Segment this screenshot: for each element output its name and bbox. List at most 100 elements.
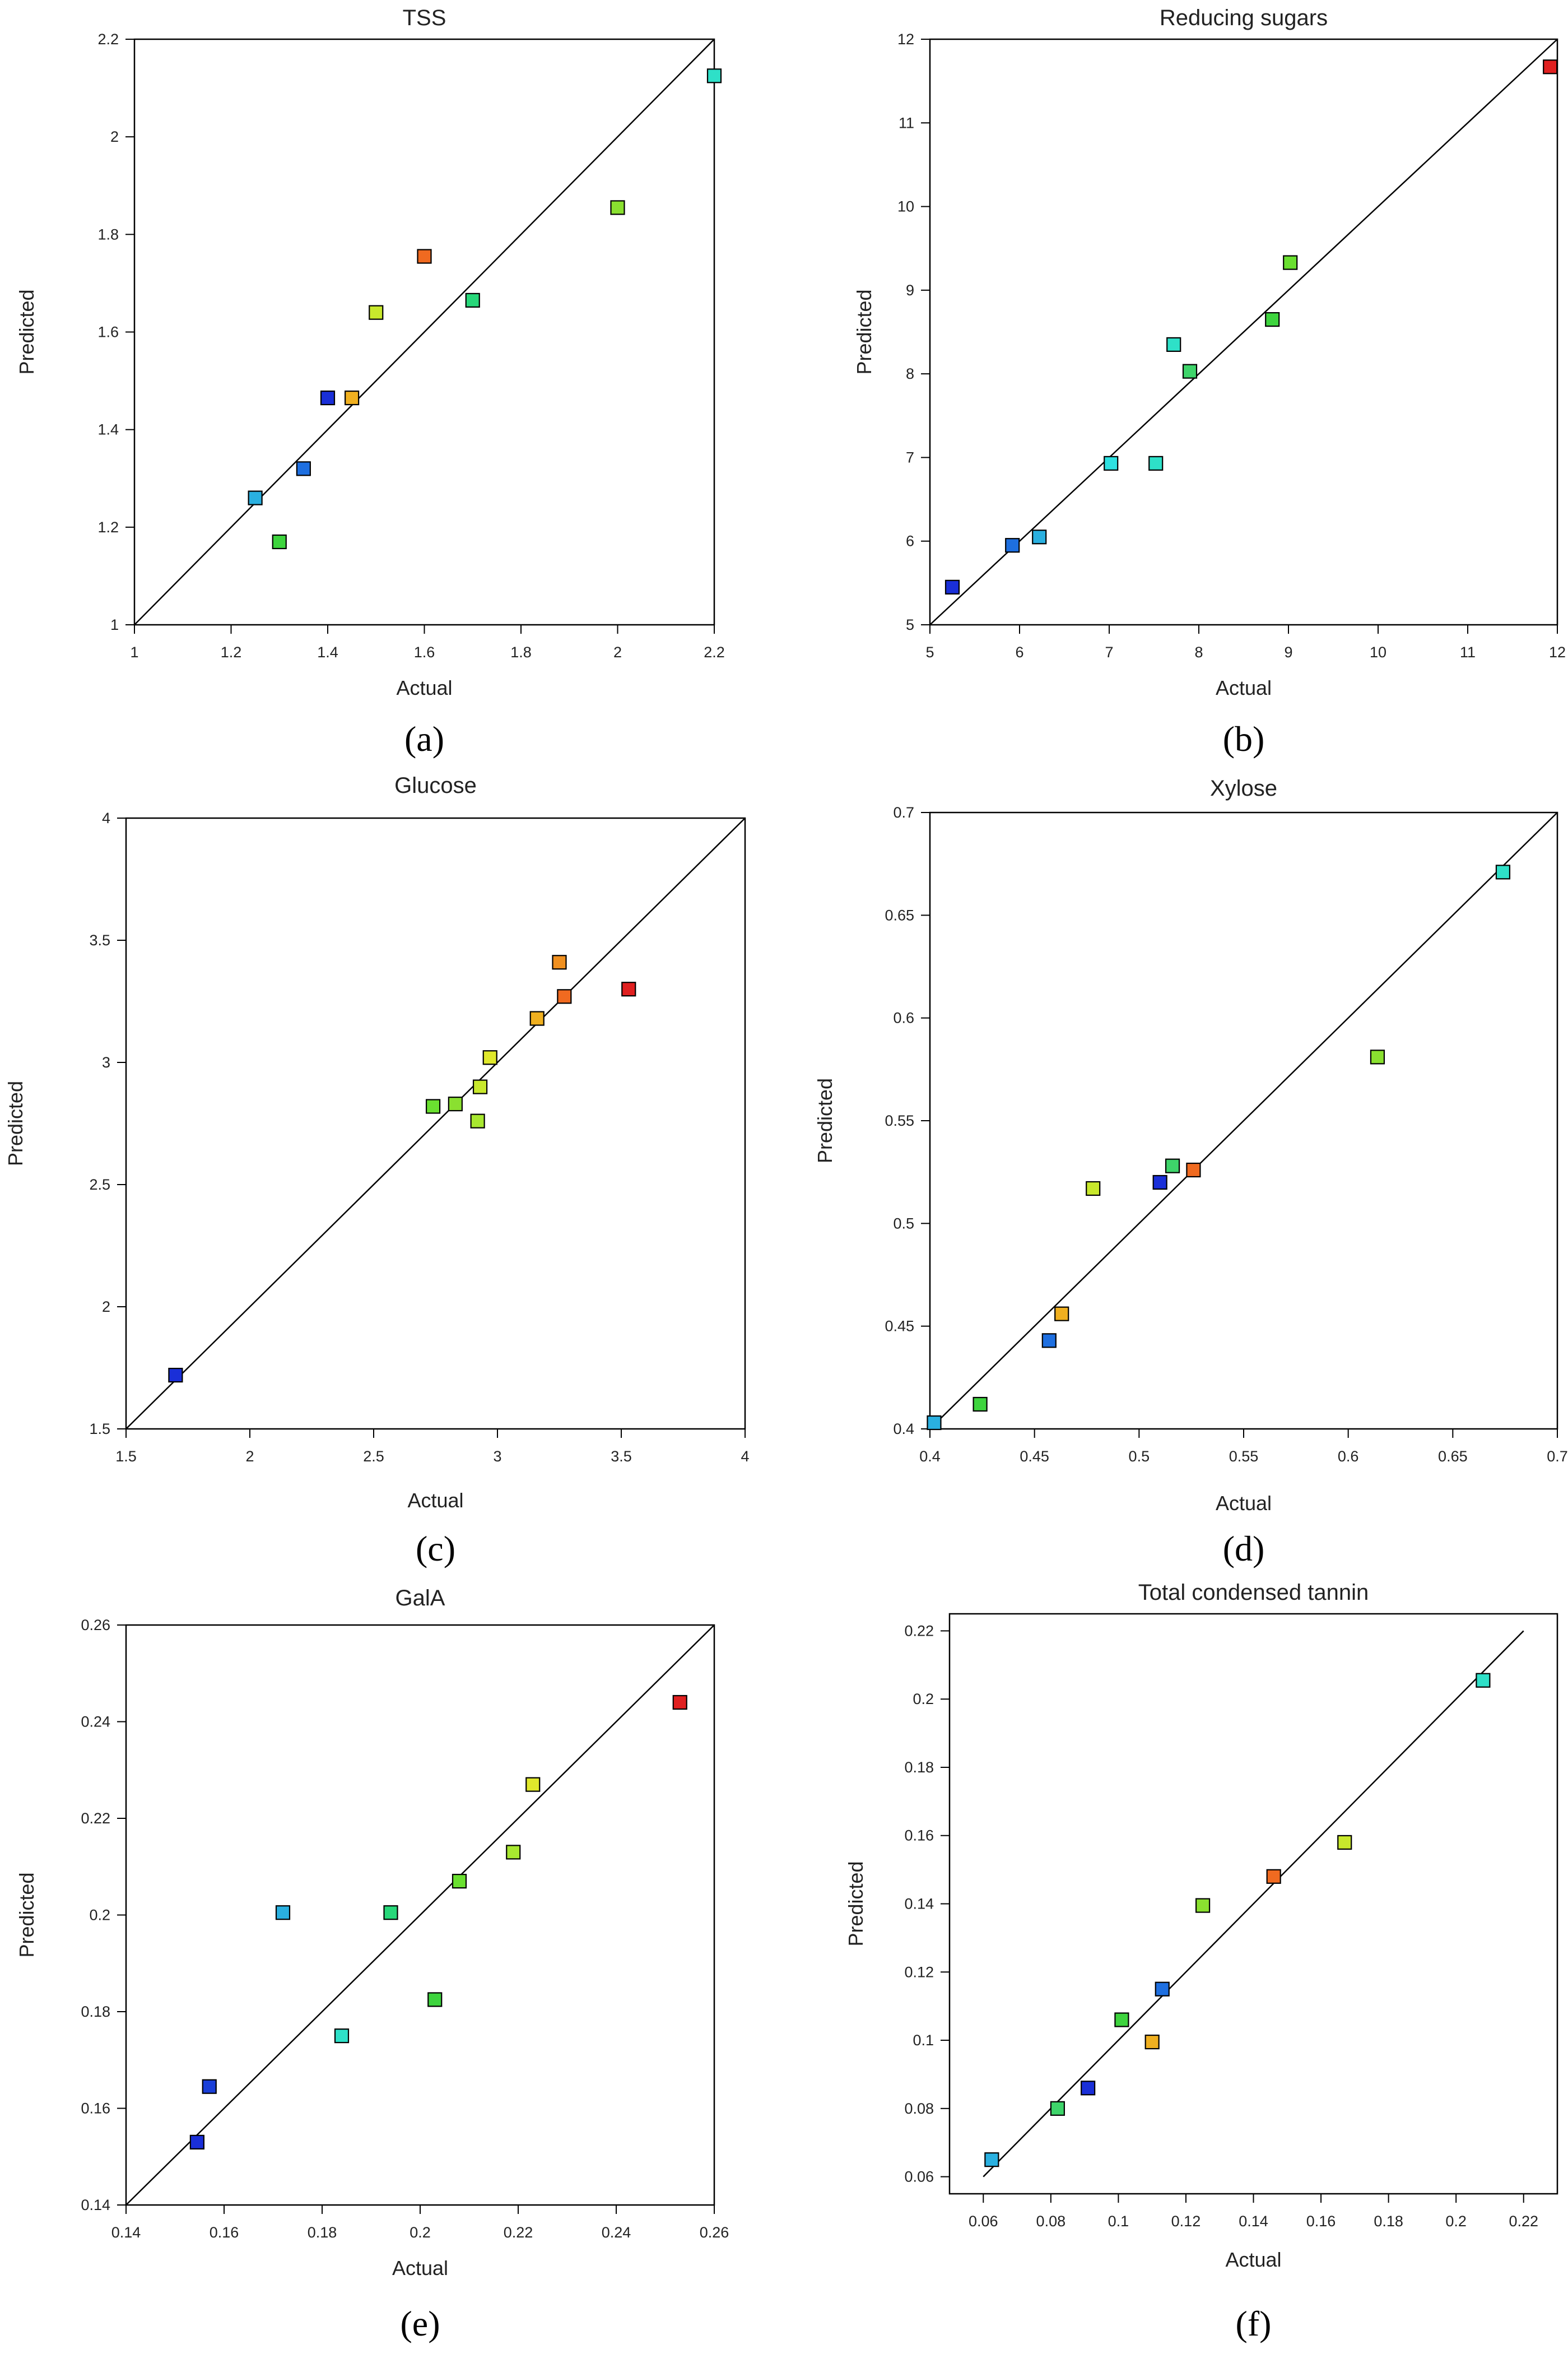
data-point bbox=[1476, 1673, 1491, 1688]
data-point bbox=[417, 249, 432, 264]
data-point bbox=[345, 390, 360, 406]
panel-label: (e) bbox=[400, 2304, 440, 2343]
x-tick-label: 0.6 bbox=[1338, 1448, 1359, 1465]
x-tick-label: 12 bbox=[1549, 644, 1566, 661]
x-tick-label: 5 bbox=[925, 644, 934, 661]
data-point bbox=[1081, 2081, 1096, 2096]
chart-title: Reducing sugars bbox=[1160, 6, 1328, 30]
data-point bbox=[1148, 456, 1164, 471]
data-point bbox=[621, 982, 636, 997]
chart-title: GalA bbox=[396, 1586, 445, 1610]
y-tick-label: 0.22 bbox=[81, 1810, 110, 1827]
data-point bbox=[275, 1905, 291, 1920]
x-tick-label: 6 bbox=[1015, 644, 1023, 661]
data-point bbox=[1086, 1181, 1101, 1196]
data-point bbox=[452, 1874, 467, 1889]
data-point bbox=[465, 293, 480, 308]
y-tick-label: 10 bbox=[897, 198, 914, 215]
x-tick-label: 0.24 bbox=[602, 2224, 631, 2241]
y-axis-label: Predicted bbox=[4, 1081, 27, 1166]
x-tick-label: 1 bbox=[130, 644, 138, 661]
x-tick-label: 0.22 bbox=[504, 2224, 533, 2241]
data-point bbox=[334, 2028, 350, 2044]
y-tick-label: 7 bbox=[906, 449, 914, 466]
data-point bbox=[168, 1367, 183, 1383]
data-point bbox=[369, 305, 384, 320]
x-tick-label: 0.4 bbox=[919, 1448, 941, 1465]
chart-panel-d: Xylose 0.4 0.45 0.5 0.55 0.6 0.65 0.7 0.4 0.45 0.5… bbox=[813, 776, 1568, 1568]
x-tick-label: 0.12 bbox=[1171, 2213, 1201, 2230]
x-tick-label: 9 bbox=[1284, 644, 1292, 661]
y-tick-label: 0.12 bbox=[904, 1963, 934, 1980]
chart-title: Glucose bbox=[394, 773, 477, 798]
y-tick-label: 5 bbox=[906, 616, 914, 633]
x-axis-label: Actual bbox=[1216, 1492, 1272, 1515]
x-tick-label: 0.65 bbox=[1438, 1448, 1468, 1465]
x-tick-label: 1.2 bbox=[221, 644, 242, 661]
x-tick-label: 1.8 bbox=[510, 644, 532, 661]
y-tick-label: 0.08 bbox=[904, 2100, 934, 2117]
data-point bbox=[1050, 2101, 1065, 2116]
y-tick-label: 0.18 bbox=[81, 2003, 110, 2020]
data-point bbox=[1266, 1869, 1281, 1884]
panel-label: (b) bbox=[1223, 719, 1265, 759]
y-tick-label: 8 bbox=[906, 365, 914, 382]
y-tick-label: 0.5 bbox=[893, 1215, 914, 1232]
x-tick-label: 1.6 bbox=[414, 644, 435, 661]
x-tick-label: 0.16 bbox=[210, 2224, 239, 2241]
chart-panel-e: GalA 0.14 0.16 0.18 0.2 0.22 0.24 0.26 0.14 0.16 0… bbox=[15, 1586, 729, 2343]
x-tick-label: 0.18 bbox=[1374, 2213, 1403, 2230]
y-tick-label: 1.8 bbox=[97, 226, 119, 243]
data-point bbox=[1186, 1162, 1201, 1178]
chart-panel-a: TSS 1 1.2 1.4 1.6 1.8 2 2.2 1 1.2 1.4 1.6 1.8 2 2.2 Act… bbox=[15, 6, 725, 759]
x-tick-label: 0.08 bbox=[1036, 2213, 1066, 2230]
x-tick-label: 8 bbox=[1194, 644, 1203, 661]
y-axis-label: Predicted bbox=[15, 1872, 38, 1957]
data-point bbox=[557, 989, 572, 1004]
x-tick-label: 2.5 bbox=[363, 1448, 384, 1465]
x-tick-label: 3.5 bbox=[611, 1448, 632, 1465]
y-tick-label: 3 bbox=[102, 1054, 110, 1071]
data-point bbox=[202, 2079, 217, 2094]
reference-line bbox=[134, 39, 715, 625]
y-tick-label: 2 bbox=[102, 1298, 110, 1315]
y-tick-label: 0.4 bbox=[893, 1420, 914, 1437]
y-tick-label: 0.55 bbox=[885, 1112, 914, 1129]
data-point bbox=[973, 1396, 988, 1412]
x-tick-label: 3 bbox=[493, 1448, 501, 1465]
x-axis-label: Actual bbox=[1225, 2248, 1281, 2271]
data-point bbox=[706, 68, 722, 83]
y-tick-label: 0.06 bbox=[904, 2169, 934, 2185]
y-tick-label: 4 bbox=[102, 810, 110, 827]
y-tick-label: 11 bbox=[899, 114, 914, 131]
data-point bbox=[1032, 530, 1047, 545]
panel-label: (a) bbox=[404, 719, 444, 759]
chart-panel-c: Glucose 1.5 2 2.5 3 3.5 4 1.5 2 2.5 3 3.5 4 Actual Pre… bbox=[4, 773, 750, 1568]
y-tick-label: 1.2 bbox=[97, 519, 119, 536]
x-tick-label: 2 bbox=[245, 1448, 254, 1465]
data-point bbox=[1155, 1981, 1170, 1997]
y-tick-label: 0.65 bbox=[885, 907, 914, 923]
chart-title: Xylose bbox=[1210, 776, 1277, 801]
y-tick-label: 6 bbox=[906, 533, 914, 550]
data-point bbox=[927, 1415, 942, 1431]
reference-line bbox=[929, 812, 1558, 1429]
data-point bbox=[1166, 337, 1181, 352]
data-point bbox=[1152, 1174, 1167, 1190]
y-tick-label: 1.6 bbox=[97, 324, 119, 341]
chart-title: TSS bbox=[403, 6, 446, 30]
y-axis-label: Predicted bbox=[813, 1078, 836, 1163]
data-point bbox=[610, 200, 625, 215]
chart-title: Total condensed tannin bbox=[1138, 1580, 1369, 1605]
y-tick-label: 0.1 bbox=[913, 2032, 934, 2049]
x-tick-label: 0.2 bbox=[410, 2224, 431, 2241]
chart-panel-f: Total condensed tannin 0.06 0.08 0.1 0.12 0.1… bbox=[844, 1580, 1558, 2343]
x-tick-label: 0.22 bbox=[1509, 2213, 1538, 2230]
data-point bbox=[425, 1099, 441, 1114]
y-axis-label: Predicted bbox=[15, 289, 38, 374]
x-tick-label: 0.2 bbox=[1445, 2213, 1467, 2230]
x-axis-label: Actual bbox=[407, 1489, 463, 1512]
data-point bbox=[1165, 1158, 1180, 1173]
x-tick-label: 4 bbox=[741, 1448, 749, 1465]
